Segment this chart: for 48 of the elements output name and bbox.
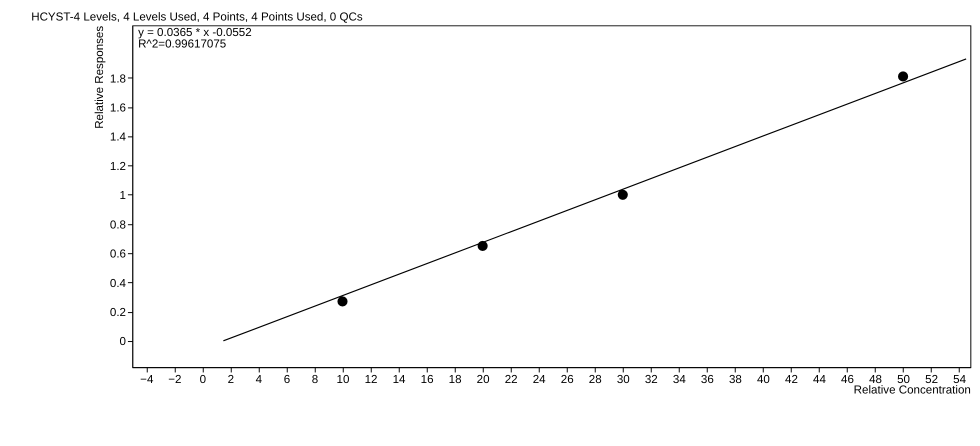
x-tick-label: 40	[756, 374, 770, 386]
x-tick-label: 6	[284, 374, 290, 386]
x-tick-label: 50	[897, 374, 910, 386]
x-tick-label: 2	[228, 374, 234, 386]
chart-title: HCYST-4 Levels, 4 Levels Used, 4 Points, 4 Points Used, 0 QCs	[31, 12, 363, 24]
y-tick-label: 0.6	[110, 248, 126, 261]
point	[618, 190, 628, 200]
x-tick-label: −2	[168, 374, 182, 386]
y-tick-label: 0.4	[110, 278, 127, 290]
x-tick-label: 30	[616, 374, 630, 386]
y-tick-label: 0.2	[110, 306, 126, 319]
point	[898, 71, 908, 82]
y-tick-label: 1.4	[110, 132, 127, 144]
x-tick-label: 12	[364, 374, 378, 386]
x-tick-label: 18	[448, 374, 462, 386]
x-axis-title: Relative Concentration	[854, 384, 971, 397]
y-tick-label: 1.2	[110, 160, 126, 173]
x-tick-label: 14	[392, 374, 406, 386]
x-tick-label: 36	[700, 374, 714, 386]
x-tick-label: 0	[200, 374, 206, 386]
y-tick-label: 0	[120, 336, 126, 348]
x-tick-label: −4	[140, 374, 154, 386]
x-tick-label: 46	[841, 374, 854, 386]
x-tick-label: 28	[588, 374, 602, 386]
x-tick-label: 20	[476, 374, 490, 386]
x-tick-label: 16	[420, 374, 434, 386]
x-tick-label: 22	[504, 374, 518, 386]
x-tick-label: 52	[925, 374, 938, 386]
x-tick-label: 8	[312, 374, 318, 386]
annotation: R^2=0.99617075	[138, 38, 226, 51]
x-tick-label: 34	[672, 374, 686, 386]
y-tick-label: 1.8	[110, 73, 126, 86]
y-axis-title: Relative Responses	[94, 26, 106, 129]
x-tick-label: 42	[784, 374, 798, 386]
x-tick-label: 32	[644, 374, 658, 386]
x-tick-label: 10	[336, 374, 350, 386]
y-tick-label: 1.6	[110, 102, 126, 114]
y-tick-label: 1	[120, 190, 126, 202]
x-tick-label: 54	[953, 374, 967, 386]
x-tick-label: 38	[728, 374, 742, 386]
x-tick-label: 48	[869, 374, 882, 386]
annotation: y = 0.0365 * x -0.0552	[138, 26, 252, 39]
x-tick-label: 24	[532, 374, 546, 386]
y-tick-label: 0.8	[110, 219, 126, 232]
x-tick-label: 44	[813, 374, 826, 386]
x-tick-label: 4	[256, 374, 263, 386]
x-tick-label: 26	[560, 374, 574, 386]
point	[337, 296, 348, 306]
